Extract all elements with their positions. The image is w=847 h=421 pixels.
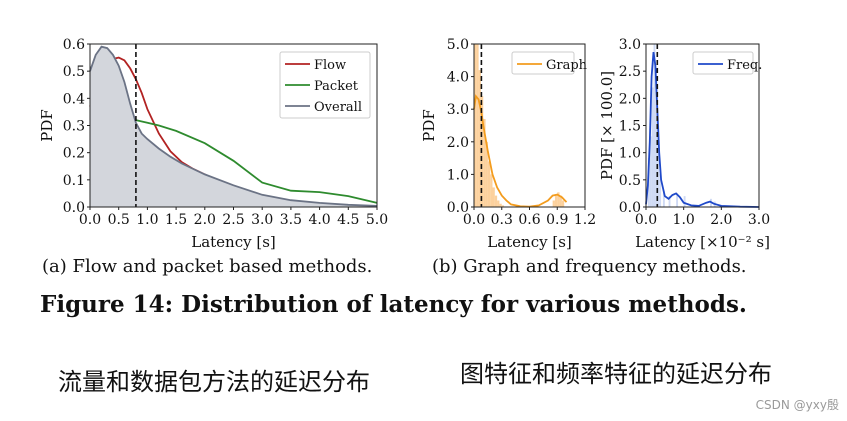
chart-flow-packet: 0.0 0.5 1.0 1.5 2.0 2.5 3.0 3.5 4.0 4.5 5.0 0.0 0.1 0… — [38, 37, 388, 251]
legend-box — [511, 51, 575, 75]
y-tick-label: 1.0 — [619, 146, 641, 162]
y-tick-label: 0.6 — [63, 37, 85, 53]
histogram-bar — [561, 200, 565, 207]
histogram-bar — [494, 195, 498, 207]
x-tick-label: 0.0 — [635, 212, 657, 228]
histogram-bar — [662, 190, 665, 207]
histogram-bar — [653, 44, 656, 207]
series-line-overall — [89, 45, 378, 207]
y-tick-label: 2.0 — [447, 135, 469, 151]
legend-label: Flow — [314, 58, 346, 73]
histogram-bar — [655, 76, 658, 207]
y-tick-label: 0.0 — [63, 200, 85, 216]
y-tick-label: 0.0 — [619, 200, 641, 216]
histogram-bar — [492, 187, 495, 207]
legend-box — [692, 51, 754, 75]
y-axis-label: PDF [× 100.0] — [598, 71, 616, 180]
y-tick-label: 0.5 — [619, 173, 641, 189]
x-tick-label: 1.0 — [136, 212, 158, 228]
legend-label: Graph — [546, 58, 588, 73]
y-tick-label: 0.5 — [63, 64, 85, 80]
subcaption-a: (a) Flow and packet based methods. — [42, 256, 372, 277]
histogram-bar — [552, 200, 555, 207]
y-tick-label: 0.0 — [447, 200, 469, 216]
y-tick-label: 2.5 — [619, 64, 641, 80]
histogram-bar — [499, 203, 502, 207]
y-tick-label: 4.0 — [447, 70, 469, 86]
x-tick-label: 0.0 — [463, 212, 485, 228]
y-tick-label: 3.0 — [447, 102, 469, 118]
annotation-left: 流量和数据包方法的延迟分布 — [58, 368, 370, 396]
histogram-bar — [476, 44, 479, 207]
x-tick-label: 2.5 — [222, 212, 244, 228]
legend-box — [279, 51, 371, 119]
histogram-bar — [559, 195, 562, 207]
x-axis-label: Latency [s] — [487, 233, 572, 251]
legend-label: Overall — [314, 100, 362, 115]
y-tick-label: 0.3 — [63, 119, 85, 135]
y-tick-label: 0.4 — [63, 91, 85, 107]
legend-label: Packet — [314, 79, 359, 94]
histogram-bar — [478, 70, 481, 207]
y-tick-label: 0.2 — [63, 146, 85, 162]
x-tick-label: 4.0 — [308, 212, 330, 228]
y-axis-label: PDF — [420, 109, 438, 142]
histogram-bar — [659, 174, 662, 207]
x-tick-label: 1.5 — [165, 212, 187, 228]
x-tick-label: 2.0 — [710, 212, 732, 228]
x-tick-label: 2.0 — [194, 212, 216, 228]
series-line-freq — [645, 51, 760, 208]
x-tick-label: 0.0 — [79, 212, 101, 228]
x-tick-label: 4.5 — [337, 212, 359, 228]
watermark: CSDN @yxy殷 — [755, 398, 839, 412]
histogram-bar — [497, 200, 500, 207]
annotation-right: 图特征和频率特征的延迟分布 — [460, 360, 772, 388]
histogram-bar — [657, 125, 660, 207]
histogram-bar — [676, 193, 679, 207]
histogram-bar — [557, 192, 560, 207]
histogram-bar — [483, 118, 486, 207]
x-tick-label: 3.5 — [280, 212, 302, 228]
y-tick-label: 3.0 — [619, 37, 641, 53]
x-tick-label: 1.0 — [673, 212, 695, 228]
chart-graph: 0.0 0.3 0.6 0.9 1.2 0.0 1.0 2.0 3.0 4.0 5.0 Latency… — [420, 37, 596, 251]
x-axis-label: Latency [×10⁻² s] — [635, 233, 770, 251]
y-tick-label: 0.1 — [63, 173, 85, 189]
histogram-bar — [474, 44, 477, 207]
histogram-bar — [487, 161, 491, 207]
y-tick-label: 1.5 — [619, 119, 641, 135]
histogram-bar — [554, 195, 558, 207]
figure-caption: Figure 14: Distribution of latency for v… — [40, 291, 747, 318]
x-tick-label: 0.5 — [108, 212, 130, 228]
histogram-bar — [668, 196, 671, 207]
legend-label: Freq. — [727, 58, 762, 73]
x-tick-label: 0.9 — [546, 212, 568, 228]
histogram-bar — [683, 196, 686, 207]
y-tick-label: 5.0 — [447, 37, 469, 53]
x-tick-label: 3.0 — [251, 212, 273, 228]
x-tick-label: 1.2 — [574, 212, 596, 228]
histogram-bar — [649, 136, 652, 207]
y-tick-label: 2.0 — [619, 91, 641, 107]
subcaption-b: (b) Graph and frequency methods. — [432, 256, 747, 277]
series-area-overall — [90, 46, 377, 208]
chart-frequency: 0.0 1.0 2.0 3.0 0.0 0.5 1.0 1.5 2.0 2.5 3.0 Latency… — [598, 37, 770, 251]
histogram-bar — [651, 87, 654, 207]
x-tick-label: 0.6 — [518, 212, 540, 228]
histogram-bar — [485, 141, 488, 207]
histogram-bar — [501, 205, 505, 207]
y-axis-label: PDF — [38, 109, 56, 142]
x-tick-label: 0.3 — [491, 212, 513, 228]
histogram-bar — [490, 174, 493, 207]
x-tick-label: 3.0 — [748, 212, 770, 228]
x-axis-label: Latency [s] — [191, 233, 276, 251]
y-tick-label: 1.0 — [447, 167, 469, 183]
x-tick-label: 5.0 — [366, 212, 388, 228]
